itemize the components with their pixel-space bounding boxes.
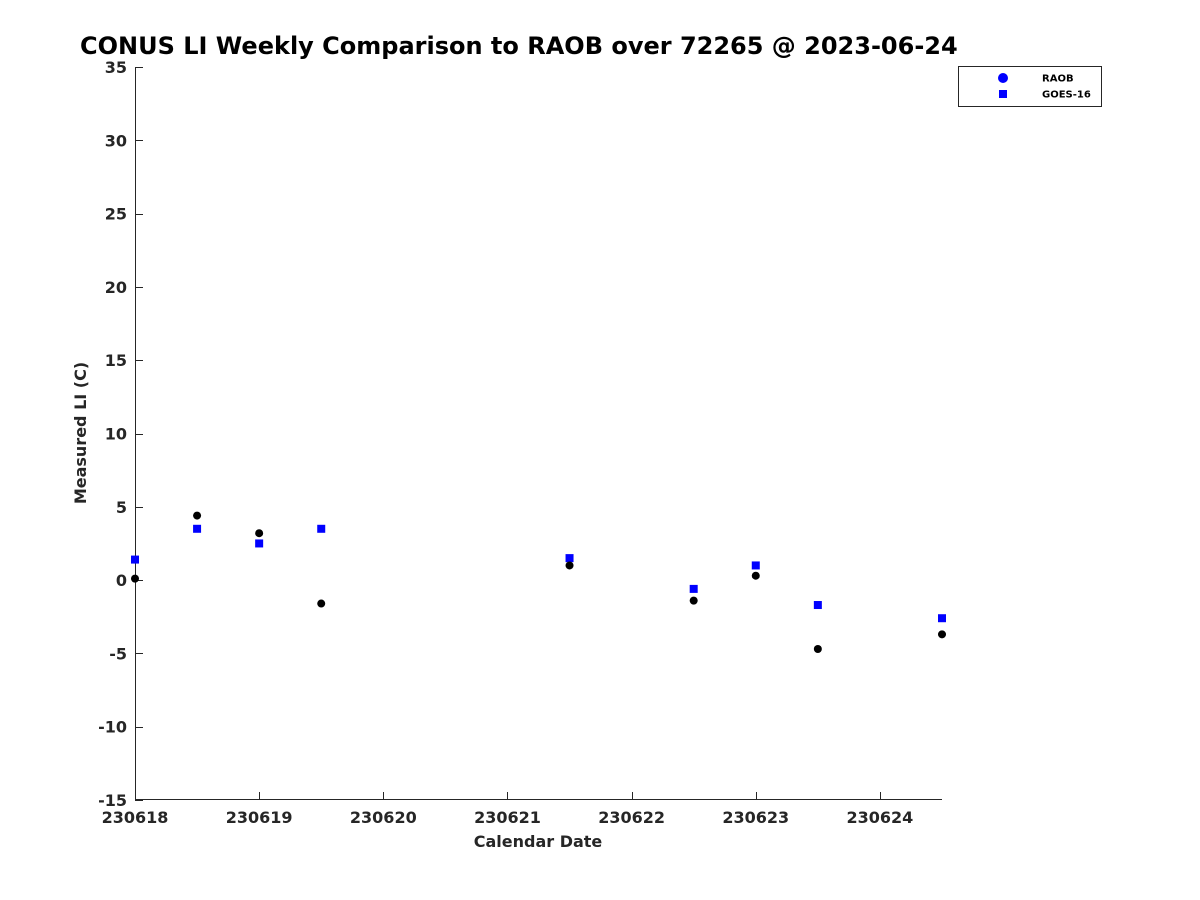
goes-16-point	[938, 614, 946, 623]
legend-marker-raob	[998, 73, 1008, 83]
raob-point	[938, 630, 946, 639]
y-tick-label: -10	[98, 718, 127, 737]
data-points	[131, 511, 946, 654]
goes-16-point	[689, 584, 698, 593]
y-tick-label: 20	[105, 278, 127, 297]
x-tick-label: 230620	[350, 808, 417, 827]
x-tick-label: 230622	[598, 808, 665, 827]
y-axis-ticks: -15 -10 -5 0 5 10 15 20 25 30 35	[98, 58, 143, 810]
x-tick-label: 230624	[847, 808, 914, 827]
x-tick-label: 230619	[226, 808, 293, 827]
y-tick-label: 5	[116, 498, 127, 517]
x-tick-label: 230618	[102, 808, 169, 827]
chart-title: CONUS LI Weekly Comparison to RAOB over …	[80, 32, 958, 60]
y-tick-label: 35	[105, 58, 127, 77]
goes-16-point	[565, 554, 574, 563]
legend-marker-goes-16	[999, 90, 1007, 98]
plot-axes	[135, 67, 942, 800]
y-tick-label: -5	[109, 644, 127, 663]
x-axis-title: Calendar Date	[474, 832, 603, 851]
legend: RAOB GOES-16	[958, 66, 1102, 107]
goes-16-point	[813, 601, 822, 610]
y-tick-label: 10	[105, 425, 127, 444]
x-tick-label: 230623	[722, 808, 789, 827]
series-raob	[131, 511, 946, 654]
raob-point	[317, 599, 326, 608]
raob-point	[689, 596, 698, 605]
y-axis-title: Measured LI (C)	[71, 362, 90, 504]
y-tick-label: 30	[105, 131, 127, 150]
raob-point	[131, 574, 139, 583]
goes-16-point	[255, 539, 264, 548]
legend-label-goes-16: GOES-16	[1042, 90, 1091, 101]
raob-point	[255, 529, 264, 538]
goes-16-point	[193, 524, 202, 533]
y-tick-label: 0	[116, 571, 127, 590]
y-tick-label: 15	[105, 351, 127, 370]
x-tick-label: 230621	[474, 808, 541, 827]
x-axis-ticks: 230618 230619 230620 230621 230622 230623 2306…	[102, 792, 914, 827]
legend-box	[958, 66, 1102, 107]
legend-label-raob: RAOB	[1042, 74, 1074, 85]
y-tick-label: 25	[105, 205, 127, 224]
series-goes-16	[131, 524, 946, 623]
goes-16-point	[751, 561, 760, 570]
raob-point	[751, 571, 760, 580]
raob-point	[565, 561, 574, 570]
goes-16-point	[317, 524, 326, 533]
y-tick-label: -15	[98, 791, 127, 810]
raob-point	[193, 511, 202, 520]
goes-16-point	[131, 555, 139, 564]
raob-point	[813, 645, 822, 654]
